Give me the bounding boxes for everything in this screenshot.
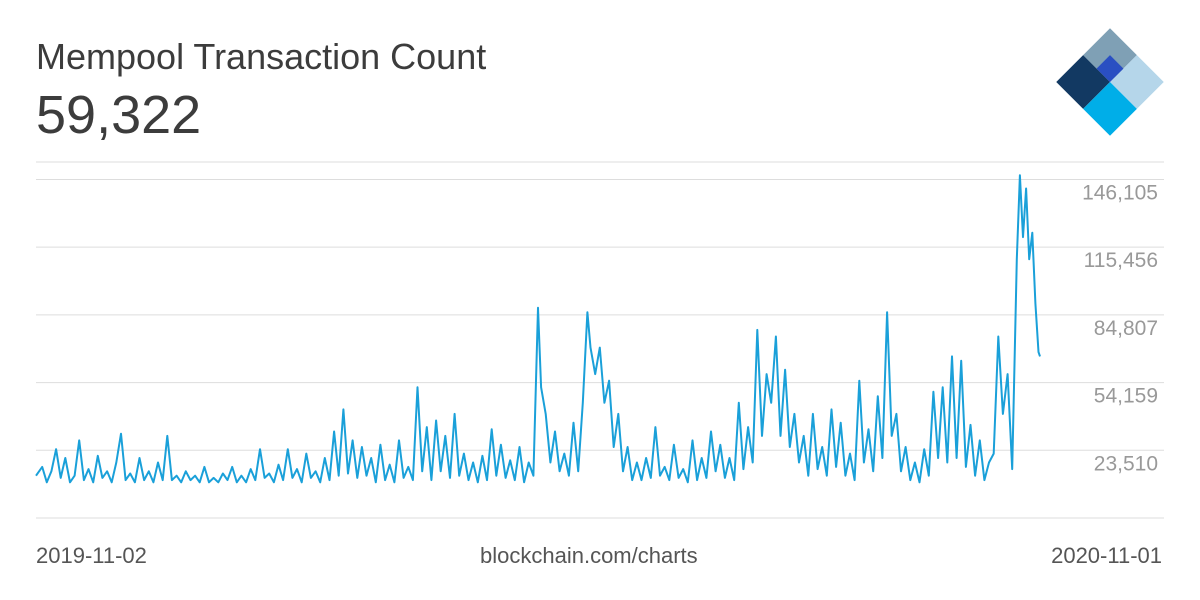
y-tick-label: 115,456 bbox=[1084, 249, 1158, 272]
series-line bbox=[35, 174, 1041, 484]
y-tick-label: 146,105 bbox=[1082, 181, 1158, 204]
blockchain-logo-icon bbox=[1056, 28, 1164, 136]
start-date: 2019-11-02 bbox=[36, 543, 147, 568]
current-value: 59,322 bbox=[36, 85, 202, 145]
y-tick-label: 84,807 bbox=[1094, 317, 1158, 340]
y-tick-label: 23,510 bbox=[1094, 452, 1158, 475]
source-link[interactable]: blockchain.com/charts bbox=[480, 543, 698, 568]
logo-tile-left bbox=[1056, 55, 1110, 109]
end-date: 2020-11-01 bbox=[1051, 543, 1162, 568]
y-tick-label: 54,159 bbox=[1094, 385, 1158, 408]
chart-title: Mempool Transaction Count bbox=[36, 36, 487, 77]
logo-tile-right bbox=[1110, 55, 1164, 109]
